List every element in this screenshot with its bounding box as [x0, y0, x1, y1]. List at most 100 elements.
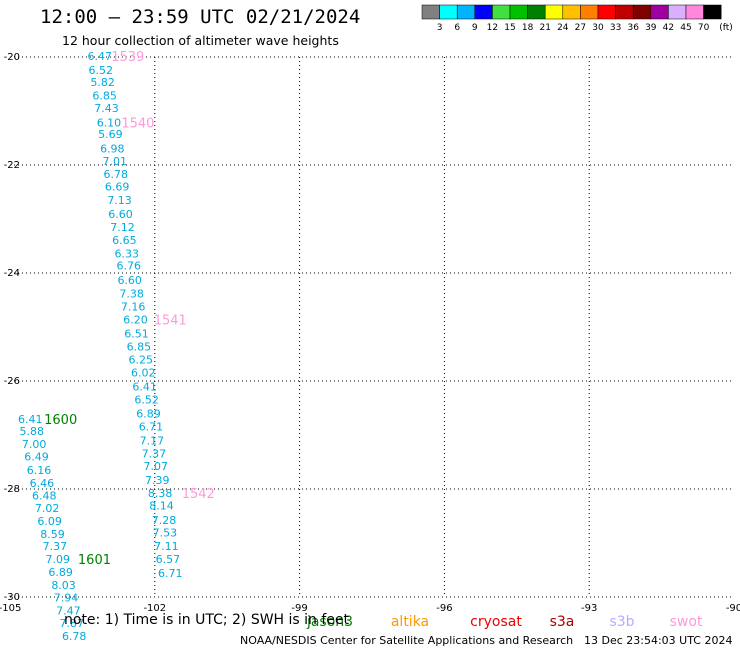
- wave-height-point: 6.20: [123, 313, 148, 326]
- y-tick-label: -30: [4, 592, 20, 603]
- wave-height-point: 6.78: [103, 168, 128, 181]
- pass-time-label: 1540: [121, 116, 154, 131]
- colorbar-label: 30: [592, 23, 604, 33]
- x-tick-label: -105: [0, 603, 21, 614]
- wave-height-point: 8.14: [149, 500, 174, 513]
- wave-height-point: 7.94: [54, 592, 79, 605]
- wave-height-point: 6.65: [112, 234, 137, 247]
- colorbar-swatch: [597, 4, 616, 20]
- wave-height-point: 6.10: [97, 116, 122, 129]
- colorbar-swatch: [544, 4, 564, 20]
- wave-height-point: 6.46: [30, 477, 55, 490]
- wave-height-point: 7.39: [145, 474, 170, 487]
- colorbar-label: 6: [454, 23, 460, 33]
- colorbar-swatch: [456, 4, 476, 20]
- wave-height-point: 6.89: [48, 566, 73, 579]
- y-tick-label: -28: [4, 484, 20, 495]
- wave-height-point: 6.60: [108, 208, 133, 221]
- wave-height-point: 7.38: [119, 288, 144, 301]
- colorbar-label: 3: [437, 23, 443, 33]
- satellite-legend-s3b: s3b: [609, 614, 634, 630]
- colorbar-swatch: [527, 4, 546, 20]
- wave-height-point: 7.12: [110, 221, 135, 234]
- satellite-legend-swot: swot: [670, 614, 703, 630]
- wave-height-point: 7.00: [22, 438, 47, 451]
- colorbar-swatch: [580, 4, 599, 20]
- colorbar-label: 9: [472, 23, 478, 33]
- wave-height-point: 5.82: [90, 76, 115, 89]
- satellite-legend-jason3: jason3: [306, 614, 353, 630]
- y-tick-label: -26: [4, 376, 20, 387]
- pass-time-label: 1601: [78, 553, 111, 568]
- satellite-legend-altika: altika: [391, 614, 429, 630]
- colorbar-label: 18: [522, 23, 534, 33]
- colorbar-label: 27: [575, 23, 586, 33]
- wave-height-point: 6.33: [115, 248, 140, 261]
- colorbar-label: 33: [610, 23, 621, 33]
- credit-text: NOAA/NESDIS Center for Satellite Applica…: [240, 634, 574, 647]
- colorbar-label: 39: [645, 23, 657, 33]
- colorbar-label: 42: [663, 23, 674, 33]
- y-tick-label: -24: [4, 268, 20, 279]
- wave-height-point: 7.09: [46, 553, 71, 566]
- wave-height-point: 6.85: [127, 340, 152, 353]
- wave-height-point: 6.89: [136, 407, 161, 420]
- wave-height-point: 7.37: [142, 447, 167, 460]
- wave-height-point: 6.09: [37, 515, 62, 528]
- wave-height-point: 7.13: [107, 194, 132, 207]
- pass-time-label: 1539: [111, 50, 144, 65]
- generated-timestamp: 13 Dec 23:54:03 UTC 2024: [584, 634, 733, 647]
- x-tick-label: -102: [143, 603, 166, 614]
- colorbar-swatch: [650, 4, 669, 20]
- colorbar-swatch: [492, 4, 511, 20]
- colorbar-label: 36: [627, 23, 639, 33]
- wave-height-point: 6.71: [139, 420, 164, 433]
- wave-height-point: 6.71: [158, 567, 183, 580]
- wave-height-point: 7.47: [56, 605, 81, 618]
- colorbar-swatch: [632, 4, 652, 20]
- wave-height-point: 7.43: [94, 102, 119, 115]
- colorbar-swatch: [668, 4, 687, 20]
- pass-time-label: 1542: [182, 487, 215, 502]
- wave-height-point: 6.69: [105, 181, 130, 194]
- wave-height-point: 7.11: [154, 540, 179, 553]
- x-tick-label: -93: [581, 603, 597, 614]
- wave-height-point: 6.85: [92, 89, 117, 102]
- wave-height-point: 6.98: [100, 142, 125, 155]
- colorbar-unit: (ft): [719, 23, 733, 33]
- wave-height-point: 6.76: [116, 259, 141, 272]
- pass-time-label: 1600: [44, 413, 77, 428]
- page-title: 12:00 — 23:59 UTC 02/21/2024: [40, 6, 361, 28]
- colorbar-label: 12: [487, 23, 498, 33]
- colorbar-label: 70: [698, 23, 710, 33]
- colorbar-label: 15: [504, 23, 515, 33]
- footer-note: note: 1) Time is in UTC; 2) SWH is in fe…: [64, 612, 350, 628]
- wave-height-point: 7.37: [43, 540, 68, 553]
- colorbar-swatch: [703, 4, 722, 20]
- colorbar-swatch: [615, 4, 634, 20]
- colorbar-swatch: [685, 4, 704, 20]
- x-tick-label: -96: [436, 603, 452, 614]
- chart-subtitle: 12 hour collection of altimeter wave hei…: [62, 33, 339, 48]
- colorbar-swatch: [474, 4, 493, 20]
- wave-height-point: 6.02: [131, 366, 156, 379]
- y-tick-label: -20: [4, 52, 20, 63]
- colorbar-swatch: [421, 4, 440, 20]
- colorbar-label: 24: [557, 23, 569, 33]
- x-tick-label: -90: [726, 603, 740, 614]
- colorbar-swatch: [562, 4, 581, 20]
- satellite-legend-s3a: s3a: [550, 614, 575, 630]
- pass-time-label: 1541: [154, 313, 187, 328]
- wave-height-point: 5.88: [19, 425, 44, 438]
- wave-height-point: 5.69: [98, 128, 123, 141]
- y-tick-label: -22: [4, 160, 20, 171]
- wave-height-point: 7.01: [102, 155, 127, 168]
- wave-height-point: 7.28: [152, 514, 177, 527]
- colorbar-swatch: [439, 4, 458, 20]
- wave-height-point: 6.52: [88, 64, 113, 77]
- wave-height-point: 7.16: [121, 300, 146, 313]
- satellite-legend-cryosat: cryosat: [470, 614, 522, 630]
- wave-height-point: 6.49: [24, 451, 49, 464]
- wave-height-point: 7.53: [153, 527, 178, 540]
- wave-height-point: 6.25: [129, 353, 154, 366]
